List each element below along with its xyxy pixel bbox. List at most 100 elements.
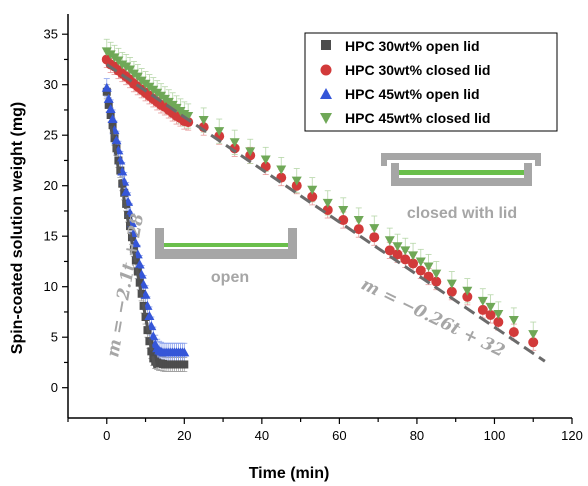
open-dish-shape bbox=[155, 228, 297, 259]
data-point bbox=[108, 121, 117, 130]
closed-dish-lid bbox=[381, 153, 541, 166]
data-point bbox=[415, 257, 426, 267]
data-point bbox=[183, 112, 194, 122]
data-point bbox=[135, 278, 144, 287]
x-tick-label: 120 bbox=[561, 428, 583, 443]
data-point bbox=[148, 331, 159, 341]
data-point bbox=[106, 111, 115, 119]
open-dish-diagram: open bbox=[155, 228, 297, 286]
data-point bbox=[214, 127, 225, 137]
fit-line bbox=[105, 63, 546, 363]
data-point bbox=[291, 180, 302, 191]
y-tick-label: 20 bbox=[44, 178, 58, 193]
data-point bbox=[392, 242, 403, 252]
legend-entry-hpc30-closed: HPC 30wt% closed lid bbox=[320, 62, 490, 78]
x-tick-label: 0 bbox=[103, 428, 110, 443]
data-point bbox=[408, 258, 419, 269]
data-point bbox=[400, 254, 411, 265]
data-point bbox=[528, 330, 539, 340]
data-point bbox=[134, 259, 145, 269]
data-point bbox=[369, 232, 380, 243]
legend-label: HPC 30wt% closed lid bbox=[345, 62, 490, 78]
data-point bbox=[408, 251, 419, 261]
data-point bbox=[130, 238, 141, 248]
data-point bbox=[493, 317, 504, 328]
data-point bbox=[446, 286, 457, 297]
x-axis-title: Time (min) bbox=[249, 465, 330, 482]
legend-marker-square bbox=[321, 40, 331, 50]
y-tick-label: 35 bbox=[44, 27, 58, 42]
data-point bbox=[102, 87, 111, 96]
legend-entry-hpc30-open: HPC 30wt% open lid bbox=[321, 38, 480, 54]
data-point bbox=[322, 198, 333, 208]
y-tick-label: 15 bbox=[44, 229, 58, 244]
legend-label: HPC 45wt% closed lid bbox=[345, 110, 490, 126]
data-point bbox=[485, 309, 496, 320]
data-point bbox=[105, 103, 116, 113]
data-points bbox=[101, 47, 539, 369]
y-tick-label: 0 bbox=[51, 380, 58, 395]
data-point bbox=[103, 93, 114, 103]
y-tick-label: 25 bbox=[44, 128, 58, 143]
open-dish-film bbox=[164, 243, 288, 247]
data-point bbox=[110, 134, 119, 143]
data-point bbox=[446, 279, 457, 289]
data-point bbox=[508, 316, 519, 326]
data-point bbox=[431, 269, 442, 279]
data-point bbox=[276, 165, 287, 175]
data-point bbox=[147, 347, 156, 356]
closed-dish-shape bbox=[391, 163, 532, 186]
data-point bbox=[307, 185, 318, 195]
y-tick-label: 10 bbox=[44, 279, 58, 294]
data-point bbox=[111, 135, 122, 145]
x-tick-label: 40 bbox=[255, 428, 269, 443]
data-point bbox=[229, 138, 240, 148]
data-point bbox=[198, 116, 209, 126]
data-point bbox=[508, 327, 519, 338]
data-point bbox=[477, 296, 488, 306]
legend-marker-triangle-down bbox=[320, 113, 332, 124]
data-point bbox=[144, 310, 155, 320]
y-tick-label: 30 bbox=[44, 77, 58, 92]
data-point bbox=[493, 309, 504, 319]
data-point bbox=[117, 166, 128, 176]
legend-label: HPC 30wt% open lid bbox=[345, 38, 480, 54]
data-point bbox=[107, 114, 118, 124]
data-point bbox=[423, 262, 434, 272]
legend-marker-circle bbox=[320, 64, 332, 76]
data-point bbox=[462, 291, 473, 302]
data-point bbox=[400, 246, 411, 256]
fit-line bbox=[109, 125, 157, 371]
data-point bbox=[307, 191, 318, 202]
data-point bbox=[353, 224, 364, 235]
data-point bbox=[384, 236, 395, 246]
legend-box bbox=[304, 32, 558, 132]
data-point bbox=[415, 265, 426, 276]
data-point bbox=[179, 347, 190, 357]
legend-marker-triangle-up bbox=[320, 88, 332, 99]
data-point bbox=[485, 302, 496, 312]
closed-dish-film bbox=[399, 170, 524, 175]
data-point bbox=[384, 245, 395, 256]
data-point bbox=[260, 155, 271, 165]
legend-label: HPC 45wt% open lid bbox=[345, 86, 480, 102]
axes: 0 20 40 60 80 100 120 0 5 10 15 20 25 30 35 bbox=[44, 14, 583, 443]
data-point bbox=[112, 144, 121, 153]
legend: HPC 30wt% open lid HPC 30wt% closed lid … bbox=[304, 32, 558, 132]
data-point bbox=[462, 286, 473, 296]
data-point bbox=[369, 224, 380, 234]
data-point bbox=[353, 216, 364, 226]
legend-entry-hpc45-closed: HPC 45wt% closed lid bbox=[320, 110, 490, 126]
x-tick-label: 20 bbox=[177, 428, 191, 443]
legend-entry-hpc45-open: HPC 45wt% open lid bbox=[320, 86, 480, 102]
y-tick-label: 5 bbox=[51, 330, 58, 345]
data-point bbox=[528, 337, 539, 348]
data-point bbox=[291, 176, 302, 186]
open-dish-label: open bbox=[211, 269, 249, 286]
data-point bbox=[338, 215, 349, 226]
data-point bbox=[141, 313, 150, 321]
data-point bbox=[477, 304, 488, 315]
data-point bbox=[338, 205, 349, 215]
data-point bbox=[180, 360, 189, 369]
